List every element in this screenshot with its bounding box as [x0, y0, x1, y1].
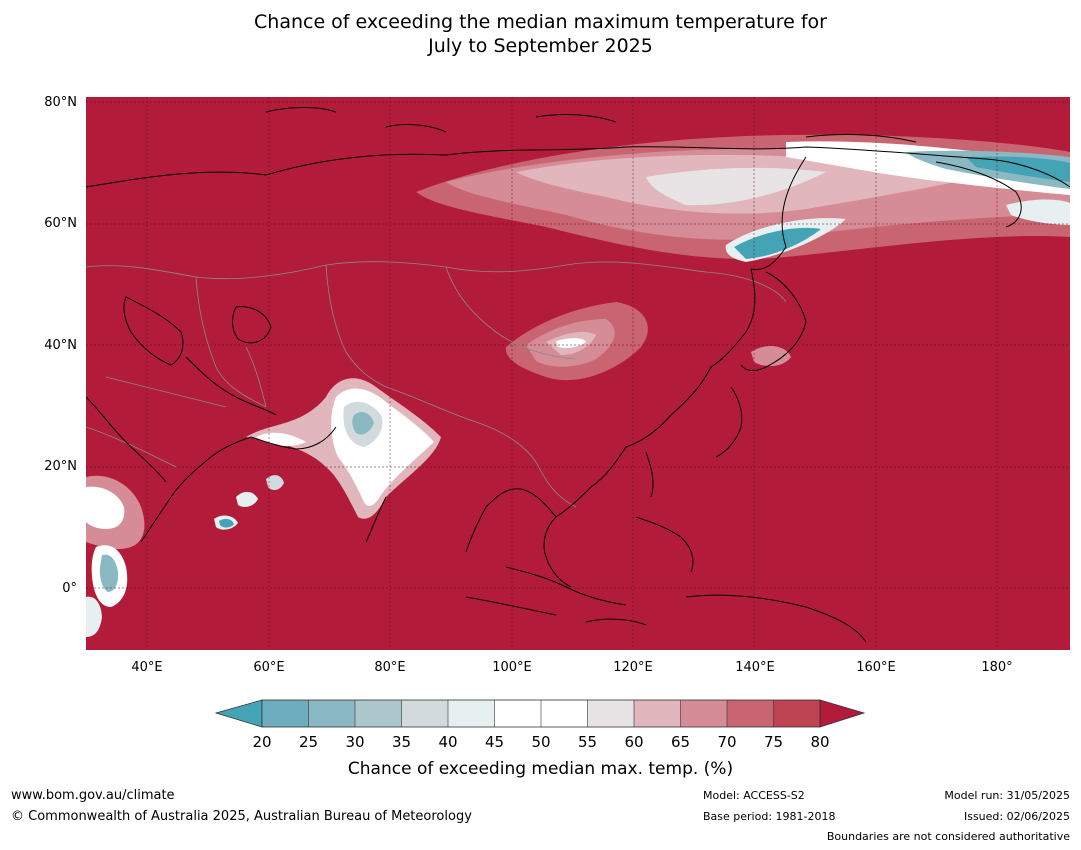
coastlines: [86, 106, 1070, 643]
colorbar-tick-75: 75: [763, 733, 784, 751]
lat-label-80n: 80°N: [44, 95, 77, 110]
colorbar-tick-20: 20: [252, 733, 272, 751]
footer-issued: Issued: 02/06/2025: [963, 810, 1070, 823]
lon-label-100e: 100°E: [492, 660, 532, 675]
map-title: Chance of exceeding the median maximum t…: [0, 10, 1081, 58]
colorbar-band-20-25: [262, 700, 309, 727]
colorbar-band-25-30: [308, 700, 355, 727]
colorbar-upper-extension: [819, 699, 866, 728]
lon-label-80e: 80°E: [374, 660, 406, 675]
mongolia-anomaly-patch: [505, 302, 648, 381]
colorbar-tick-35: 35: [391, 733, 412, 751]
graticule: [86, 97, 1070, 650]
footer-base-period: Base period: 1981-2018: [703, 810, 836, 823]
colorbar-dividers: [308, 700, 774, 727]
footer-model-run: Model run: 31/05/2025: [944, 789, 1070, 802]
lon-label-60e: 60°E: [253, 660, 285, 675]
forecast-map: [86, 97, 1070, 650]
arabian-sea-patches: [214, 475, 284, 530]
colorbar: [214, 699, 866, 728]
colorbar-band-45-50: [494, 700, 541, 727]
colorbar-tick-45: 45: [484, 733, 505, 751]
colorbar-band-65-70: [680, 700, 727, 727]
colorbar-tick-60: 60: [624, 733, 644, 751]
colorbar-tick-50: 50: [531, 733, 551, 751]
footer-disclaimer: Boundaries are not considered authoritat…: [826, 830, 1070, 843]
lon-label-160e: 160°E: [856, 660, 896, 675]
lon-label-180: 180°: [981, 660, 1013, 675]
map-title-line2: July to September 2025: [428, 35, 653, 57]
lat-label-0: 0°: [62, 581, 77, 596]
japan-anomaly-patch: [751, 345, 791, 367]
lat-label-20n: 20°N: [44, 459, 77, 474]
colorbar-band-50-55: [541, 700, 588, 727]
footer-model: Model: ACCESS-S2: [703, 789, 805, 802]
lat-label-60n: 60°N: [44, 216, 77, 231]
colorbar-label: Chance of exceeding median max. temp. (%…: [347, 759, 734, 779]
colorbar-tick-40: 40: [438, 733, 458, 751]
colorbar-tick-25: 25: [298, 733, 319, 751]
colorbar-lower-extension: [214, 699, 263, 728]
colorbar-tick-70: 70: [717, 733, 737, 751]
colorbar-tick-30: 30: [345, 733, 365, 751]
india-anomaly-region: [246, 378, 441, 519]
lon-label-140e: 140°E: [735, 660, 775, 675]
lat-label-40n: 40°N: [44, 338, 77, 353]
footer-copyright: © Commonwealth of Australia 2025, Austra…: [11, 809, 472, 824]
footer-url[interactable]: www.bom.gov.au/climate: [11, 788, 175, 803]
colorbar-band-75-80: [773, 700, 820, 727]
forecast-map-svg: [86, 97, 1070, 650]
colorbar-tick-80: 80: [810, 733, 830, 751]
colorbar-tick-65: 65: [670, 733, 691, 751]
colorbar-band-35-40: [401, 700, 448, 727]
lon-label-40e: 40°E: [131, 660, 163, 675]
colorbar-tick-55: 55: [577, 733, 598, 751]
map-title-line1: Chance of exceeding the median maximum t…: [254, 11, 827, 33]
country-boundaries: [86, 261, 787, 508]
colorbar-band-60-65: [634, 700, 681, 727]
east-africa-anomaly-region: [86, 475, 145, 637]
colorbar-band-55-60: [587, 700, 634, 727]
lon-label-120e: 120°E: [613, 660, 653, 675]
colorbar-band-40-45: [448, 700, 495, 727]
colorbar-band-30-35: [355, 700, 402, 727]
colorbar-band-70-75: [727, 700, 774, 727]
